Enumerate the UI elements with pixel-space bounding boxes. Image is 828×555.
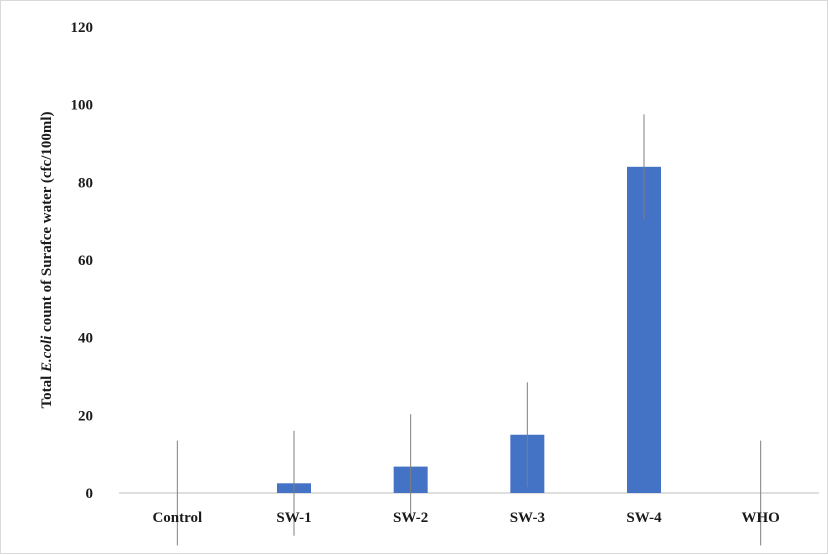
y-tick-label: 0	[86, 486, 94, 502]
x-tick-label: SW-4	[626, 510, 662, 526]
x-tick-label: SW-3	[510, 510, 545, 526]
bars-group	[277, 166, 661, 494]
x-tick-label: WHO	[741, 510, 779, 526]
y-tick-label: 120	[71, 20, 94, 36]
x-tick-label: SW-2	[393, 510, 428, 526]
y-tick-label: 40	[78, 331, 93, 347]
y-axis-title: Total E.coli count of Surafce water (cfc…	[39, 111, 55, 408]
bar-sw-4	[627, 166, 661, 494]
error-bars-group	[176, 114, 762, 546]
y-tick-label: 20	[78, 408, 93, 424]
y-tick-label: 80	[78, 175, 93, 191]
y-axis-title-prefix: Total	[39, 372, 55, 409]
y-tick-label: 100	[71, 98, 94, 114]
x-axis-ticks: Control SW-1 SW-2 SW-3 SW-4 WHO	[152, 510, 779, 526]
y-axis-ticks: 0 20 40 60 80 100 120	[71, 20, 94, 502]
y-tick-label: 60	[78, 253, 93, 269]
y-axis-title-italic: E.coli	[39, 335, 55, 373]
y-axis-title-suffix: count of Surafce water (cfc/100ml)	[39, 111, 55, 335]
x-tick-label: SW-1	[276, 510, 311, 526]
x-tick-label: Control	[152, 510, 202, 526]
